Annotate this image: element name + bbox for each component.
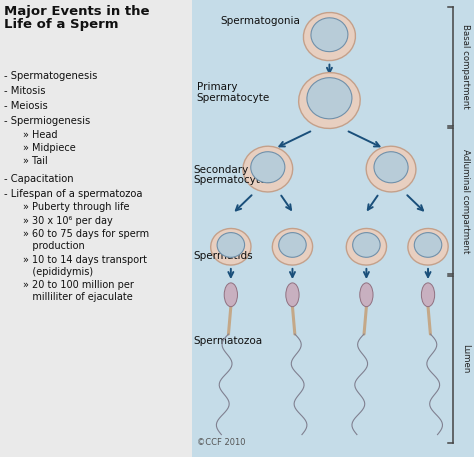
Text: » Midpiece: » Midpiece [23,143,75,153]
Text: Spermatocytes: Spermatocytes [193,175,272,186]
Text: Spermatocyte: Spermatocyte [197,93,270,103]
Ellipse shape [360,283,373,307]
Text: Major Events in the: Major Events in the [4,5,149,18]
Bar [0,0,192,457]
Text: - Spermiogenesis: - Spermiogenesis [4,116,90,126]
Text: » Head: » Head [23,130,57,140]
Ellipse shape [408,228,448,265]
Text: Lumen: Lumen [461,344,470,373]
Text: » Tail: » Tail [23,156,47,166]
Text: Primary: Primary [197,82,237,92]
Ellipse shape [311,18,348,52]
Text: (epididymis): (epididymis) [23,267,93,277]
Text: Life of a Sperm: Life of a Sperm [4,18,118,31]
Text: » 30 x 10⁶ per day: » 30 x 10⁶ per day [23,216,112,226]
Text: Adluminal compartment: Adluminal compartment [461,149,470,253]
Ellipse shape [307,78,352,119]
Ellipse shape [217,233,245,257]
Ellipse shape [374,152,408,183]
Ellipse shape [366,146,416,192]
Ellipse shape [414,233,442,257]
Text: milliliter of ejaculate: milliliter of ejaculate [23,292,133,303]
Ellipse shape [251,152,285,183]
Text: » 10 to 14 days transport: » 10 to 14 days transport [23,255,147,265]
Text: Spermatogonia: Spermatogonia [220,16,301,26]
Text: ©CCF 2010: ©CCF 2010 [197,438,245,447]
Text: » 20 to 100 million per: » 20 to 100 million per [23,280,134,290]
Ellipse shape [346,228,386,265]
Text: - Spermatogenesis: - Spermatogenesis [4,71,97,81]
Ellipse shape [273,228,312,265]
Text: Spermatids: Spermatids [193,251,253,261]
Bar [192,0,474,457]
Text: production: production [23,241,84,251]
Ellipse shape [353,233,380,257]
Ellipse shape [303,12,356,61]
Ellipse shape [421,283,435,307]
Ellipse shape [224,283,237,307]
Ellipse shape [299,73,360,128]
Ellipse shape [286,283,299,307]
Text: - Lifespan of a spermatozoa: - Lifespan of a spermatozoa [4,189,142,199]
Text: - Mitosis: - Mitosis [4,86,46,96]
Text: Secondary: Secondary [193,165,249,175]
Ellipse shape [211,228,251,265]
Ellipse shape [243,146,292,192]
Text: » 60 to 75 days for sperm: » 60 to 75 days for sperm [23,229,149,239]
Text: - Capacitation: - Capacitation [4,174,73,184]
Text: Spermatozoa: Spermatozoa [193,336,263,346]
Ellipse shape [279,233,306,257]
Text: Basal compartment: Basal compartment [461,24,470,109]
Text: » Puberty through life: » Puberty through life [23,202,129,213]
Text: - Meiosis: - Meiosis [4,101,47,111]
